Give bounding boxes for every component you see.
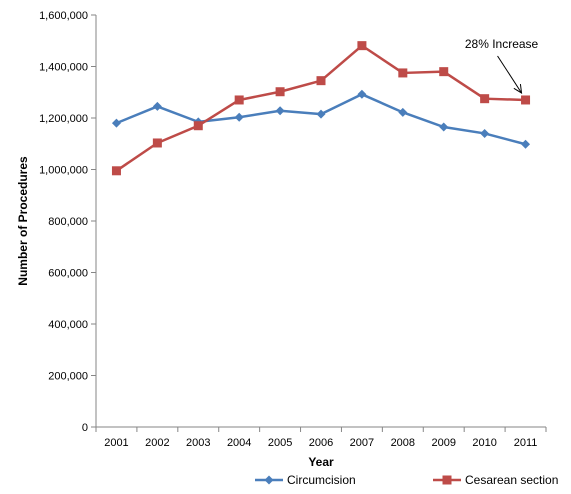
- x-tick-label: 2006: [309, 437, 333, 449]
- y-tick-label: 400,000: [48, 319, 88, 331]
- data-point: [234, 95, 244, 105]
- annotation-layer: 28% Increase: [465, 37, 539, 94]
- y-axis-title: Number of Procedures: [16, 156, 30, 286]
- series-cesarean-section: [111, 41, 531, 176]
- data-point: [439, 122, 449, 132]
- y-tick-label: 200,000: [48, 371, 88, 383]
- legend-swatch-marker: [264, 475, 274, 485]
- data-point: [398, 68, 408, 78]
- series-line: [115, 93, 526, 146]
- data-point: [521, 139, 531, 149]
- x-tick-label: 2007: [350, 437, 374, 449]
- data-point: [357, 41, 367, 51]
- data-point: [357, 89, 367, 99]
- x-tick-label: 2009: [431, 437, 455, 449]
- data-point: [193, 121, 203, 131]
- x-tick-label: 2001: [104, 437, 128, 449]
- x-axis: 2001 2002 2003 2004 2005 2006 2007 2008 2009 2010…: [95, 426, 547, 449]
- y-tick-label: 1,000,000: [39, 165, 88, 177]
- x-axis-title: Year: [308, 455, 334, 469]
- x-tick-label: 2008: [391, 437, 415, 449]
- data-point: [152, 101, 162, 111]
- x-tick-label: 2003: [186, 437, 210, 449]
- data-point: [111, 166, 121, 176]
- legend-item: Cesarean section: [433, 473, 558, 487]
- legend-swatch-marker: [442, 475, 452, 485]
- annotation-arrow-head: [513, 83, 523, 94]
- y-axis: 0 200,000 400,000 600,000 800,000 1,000,000 1,…: [39, 10, 97, 434]
- y-tick-label: 1,600,000: [39, 10, 88, 22]
- y-tick-label: 1,400,000: [39, 62, 88, 74]
- series-line: [115, 44, 526, 172]
- series-circumcision: [111, 89, 531, 149]
- data-point: [275, 87, 285, 97]
- x-tick-label: 2005: [268, 437, 292, 449]
- data-point: [316, 109, 326, 119]
- data-point: [398, 107, 408, 117]
- legend: Circumcision Cesarean section: [255, 473, 558, 487]
- y-tick-label: 800,000: [48, 216, 88, 228]
- data-point: [439, 67, 449, 77]
- series-layer: [111, 41, 531, 176]
- data-point: [480, 94, 490, 104]
- data-point: [234, 112, 244, 122]
- data-point: [480, 128, 490, 138]
- x-tick-label: 2010: [472, 437, 496, 449]
- y-tick-label: 0: [82, 422, 88, 434]
- legend-item: Circumcision: [255, 473, 356, 487]
- x-tick-label: 2002: [145, 437, 169, 449]
- data-point: [521, 95, 531, 105]
- annotation-arrow-line: [497, 55, 522, 94]
- y-tick-label: 600,000: [48, 268, 88, 280]
- legend-label: Cesarean section: [465, 473, 558, 487]
- data-point: [152, 138, 162, 148]
- x-tick-label: 2011: [514, 437, 538, 449]
- annotation-label: 28% Increase: [465, 37, 539, 51]
- legend-label: Circumcision: [287, 473, 356, 487]
- y-tick-label: 1,200,000: [39, 113, 88, 125]
- data-point: [316, 76, 326, 86]
- x-tick-label: 2004: [227, 437, 251, 449]
- data-point: [275, 106, 285, 116]
- data-point: [111, 118, 121, 128]
